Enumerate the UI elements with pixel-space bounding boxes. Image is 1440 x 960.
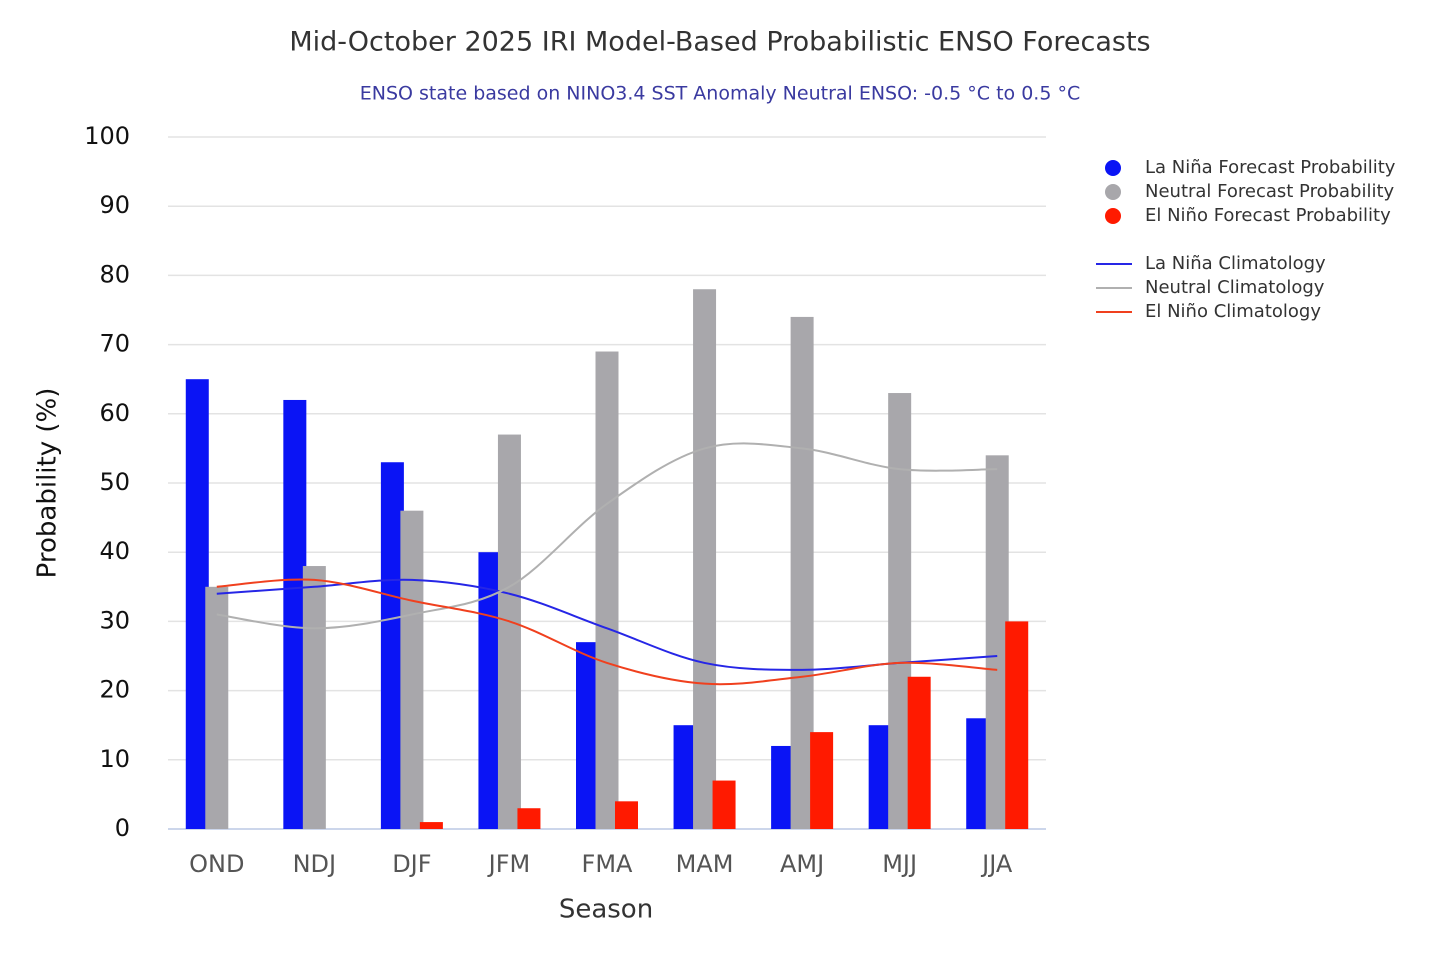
bar	[868, 725, 892, 829]
y-tick-label: 70	[99, 330, 130, 358]
legend-marker	[1105, 184, 1121, 200]
chart-subtitle: ENSO state based on NINO3.4 SST Anomaly …	[360, 83, 1081, 105]
x-tick-label: JJA	[980, 850, 1013, 878]
x-tick-label: JFM	[487, 850, 531, 878]
bar	[1005, 621, 1029, 829]
x-axis-label: Season	[559, 895, 653, 925]
bar	[419, 822, 443, 829]
bar	[712, 780, 736, 829]
y-tick-label: 10	[99, 745, 130, 773]
y-tick-label: 50	[99, 468, 130, 496]
bar	[771, 745, 795, 829]
bar	[478, 552, 502, 829]
x-tick-label: OND	[189, 850, 244, 878]
bar	[615, 801, 638, 829]
x-tick-label: AMJ	[780, 850, 824, 878]
bar	[595, 351, 619, 829]
bar	[380, 462, 404, 829]
bar	[517, 808, 541, 829]
chart-title: Mid-October 2025 IRI Model-Based Probabi…	[289, 27, 1150, 58]
x-tick-label: DJF	[392, 850, 431, 878]
legend-label: Neutral Forecast Probability	[1145, 181, 1395, 202]
x-tick-label: NDJ	[293, 850, 337, 878]
bar	[673, 725, 697, 829]
x-tick-label: MAM	[676, 850, 734, 878]
y-tick-label: 20	[99, 676, 130, 704]
x-tick-label: MJJ	[882, 850, 917, 878]
legend-label: El Niño Forecast Probability	[1145, 205, 1391, 226]
bar	[810, 732, 834, 829]
legend-label: Neutral Climatology	[1145, 277, 1325, 298]
legend-marker	[1105, 208, 1121, 224]
y-tick-label: 80	[99, 260, 130, 288]
bar	[205, 586, 229, 829]
bar	[400, 510, 424, 829]
y-tick-label: 0	[115, 814, 130, 842]
legend-marker	[1105, 160, 1121, 176]
x-tick-label: FMA	[582, 850, 634, 878]
y-tick-label: 60	[99, 399, 130, 427]
legend-label: La Niña Forecast Probability	[1145, 157, 1396, 178]
bar	[966, 718, 990, 829]
bar	[907, 676, 931, 829]
y-tick-label: 30	[99, 606, 130, 634]
bar	[497, 434, 521, 829]
legend-label: El Niño Climatology	[1145, 301, 1321, 322]
bar	[283, 399, 307, 829]
bar	[985, 455, 1009, 829]
bar	[576, 642, 599, 829]
legend-label: La Niña Climatology	[1145, 253, 1326, 274]
bar	[185, 379, 209, 829]
y-axis-label: Probability (%)	[33, 388, 63, 579]
y-tick-label: 40	[99, 537, 130, 565]
y-tick-label: 90	[99, 191, 130, 219]
climatology-line	[216, 442, 998, 630]
y-tick-label: 100	[84, 122, 130, 150]
bar	[790, 316, 814, 829]
climatology-line	[216, 578, 998, 686]
bar	[888, 393, 912, 829]
bar	[693, 289, 717, 829]
bar	[302, 566, 326, 829]
